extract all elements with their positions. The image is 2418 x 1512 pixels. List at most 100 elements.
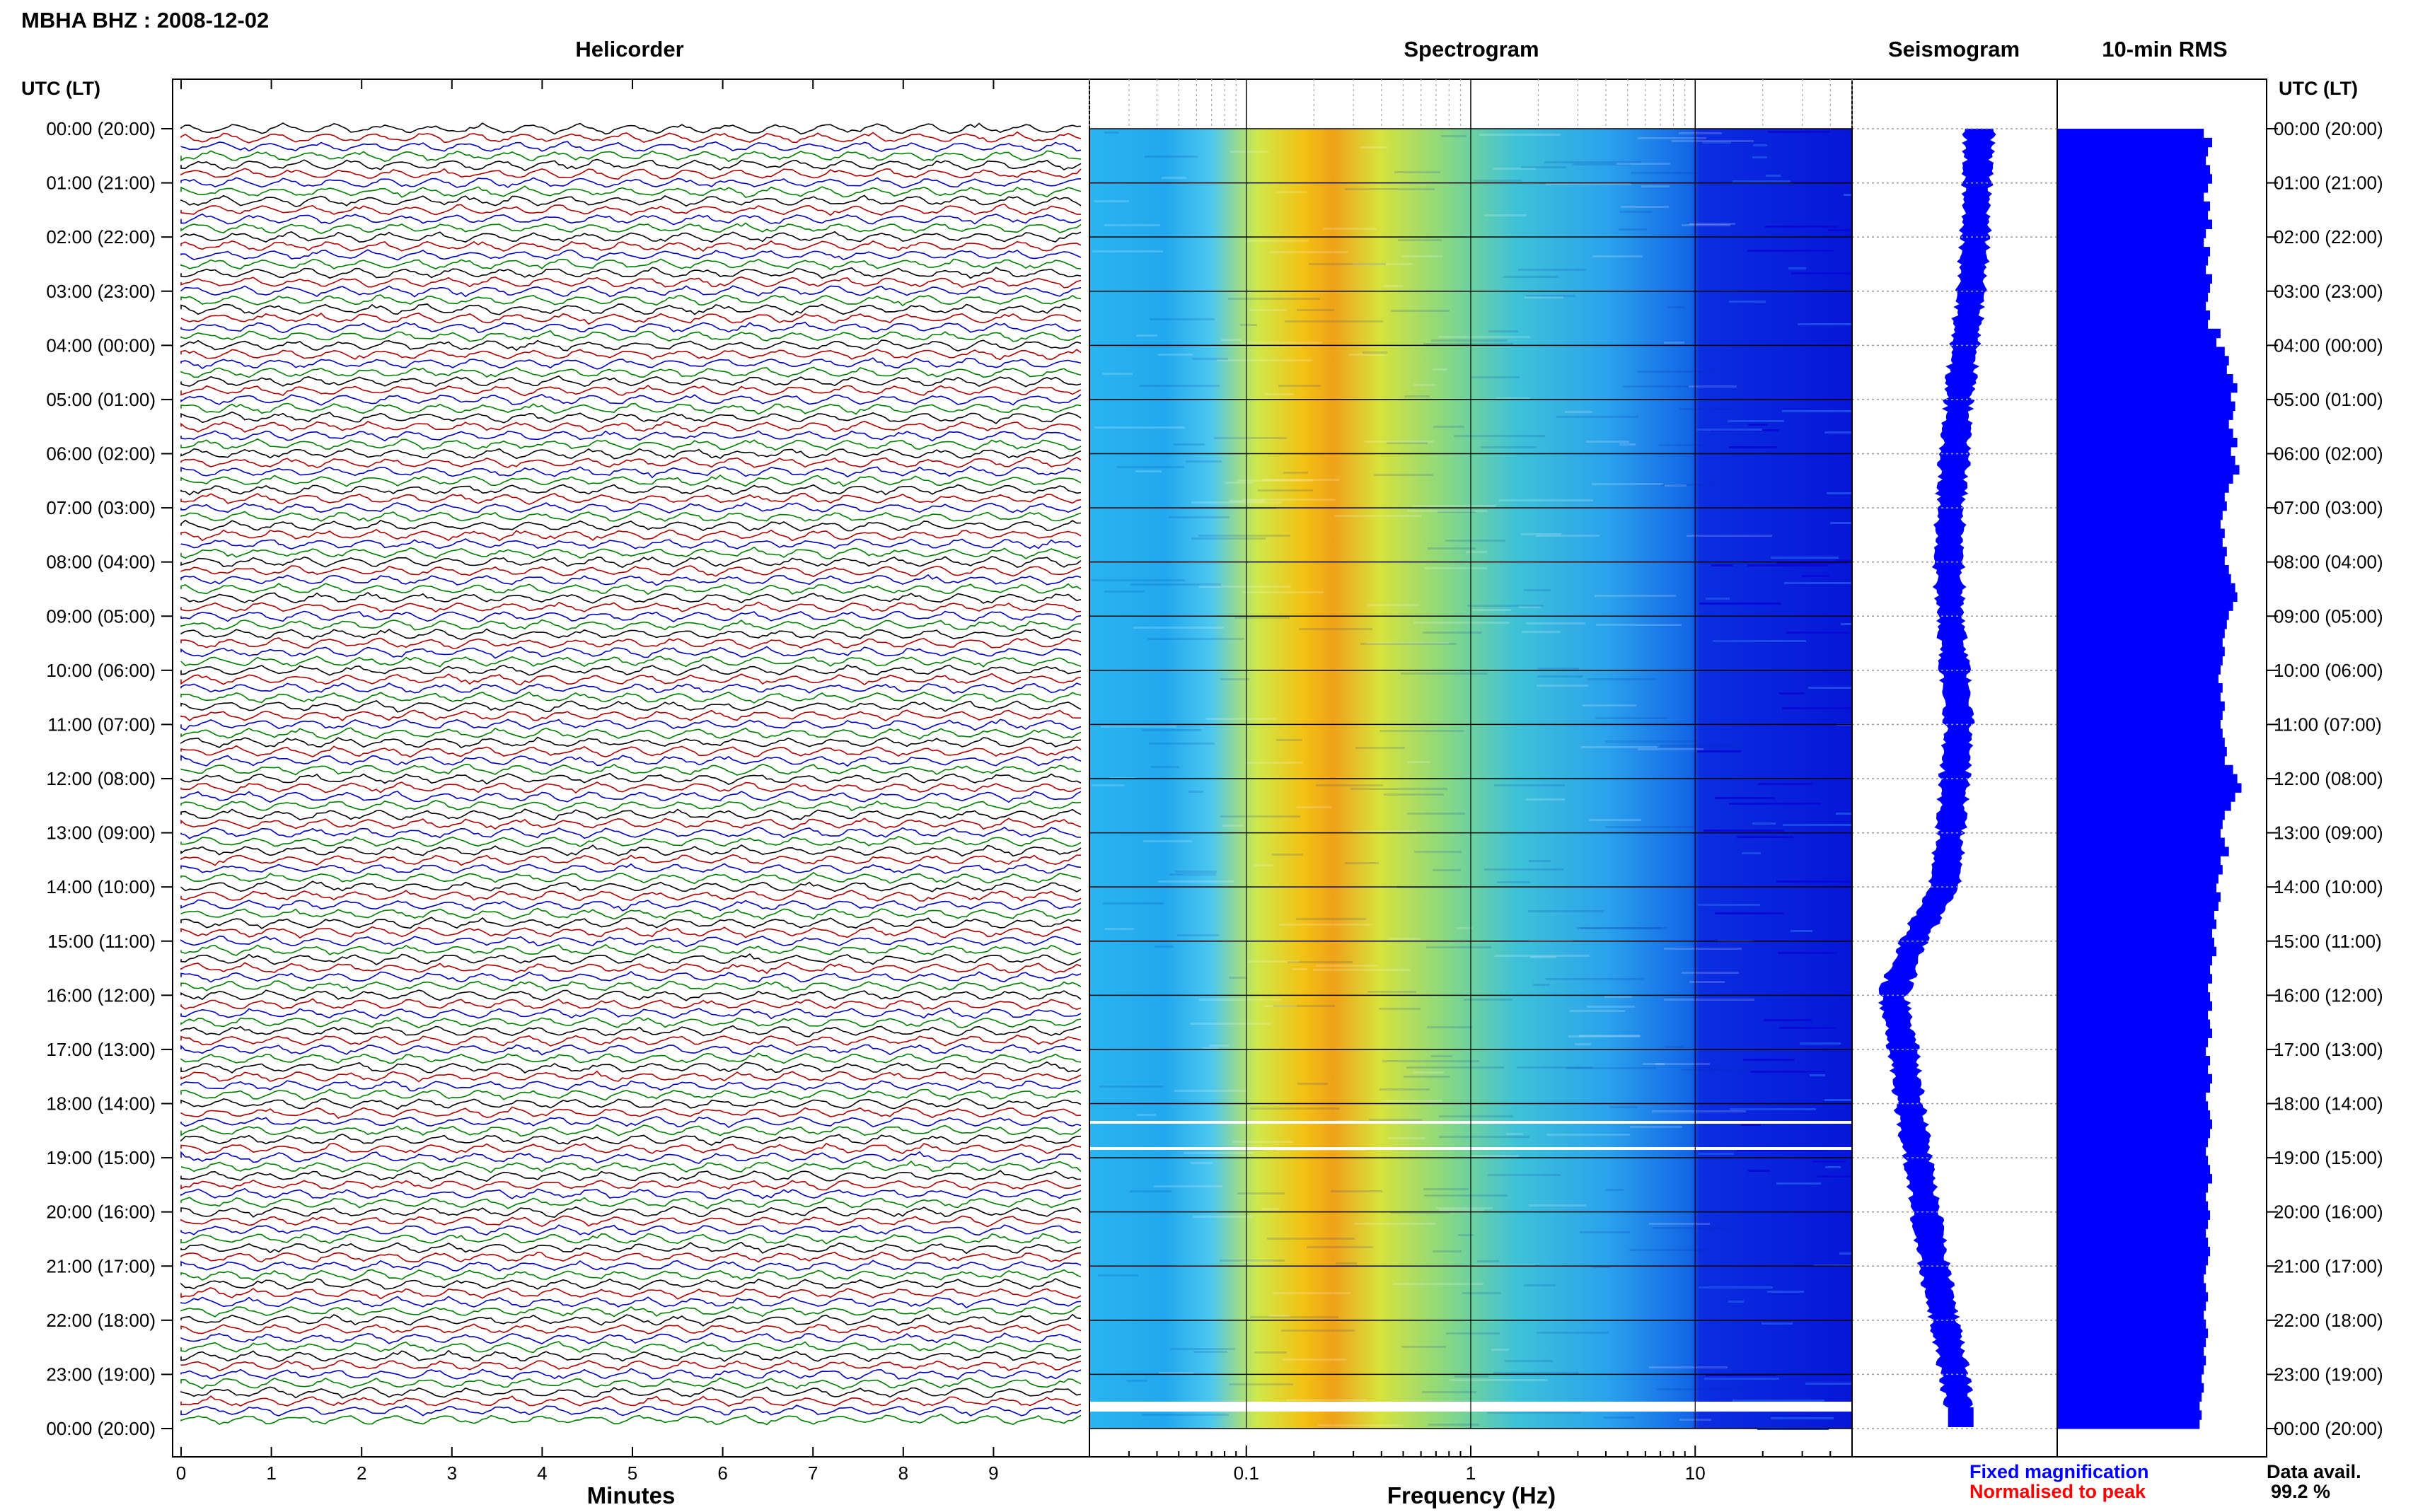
rms-bar — [2057, 1246, 2211, 1257]
spectrogram-streak — [1730, 1108, 1816, 1110]
spectrogram-streak — [1546, 978, 1644, 980]
spectrogram-streak — [1544, 161, 1641, 163]
spectrogram-streak — [1155, 946, 1174, 948]
rms-bar — [2057, 674, 2219, 684]
spectrogram-streak — [1220, 678, 1249, 680]
rms-bar — [2057, 165, 2211, 175]
spectrogram-streak — [1589, 819, 1641, 821]
helicorder-trace — [180, 826, 1082, 839]
rms-bar — [2057, 1238, 2209, 1248]
spectrogram-streak — [1365, 441, 1434, 443]
rms-bar — [2057, 328, 2221, 339]
spectrogram-streak — [1142, 1414, 1229, 1416]
rms-bar — [2057, 610, 2229, 620]
minutes-axis: 0 1 2 3 4 5 6 7 8 9 — [176, 79, 999, 1484]
helicorder-trace — [180, 998, 1082, 1011]
spectrogram-streak — [1199, 999, 1282, 1001]
minute-tick-label: 9 — [988, 1462, 998, 1484]
spectrogram-streak — [1768, 131, 1829, 133]
rms-bar — [2057, 728, 2223, 738]
spectrogram-streak — [1575, 1043, 1591, 1045]
helicorder-trace — [180, 185, 1082, 198]
rms-bar — [2057, 719, 2221, 729]
rms-bar — [2057, 692, 2221, 702]
spectrogram-streak — [1316, 965, 1377, 967]
minute-tick-label: 7 — [808, 1462, 818, 1484]
helicorder-trace — [180, 474, 1082, 487]
spectrogram-streak — [1423, 632, 1481, 634]
rms-bar — [2057, 847, 2229, 856]
spectrogram-streak — [1487, 1412, 1581, 1414]
helicorder-trace — [180, 294, 1082, 307]
rms-bar — [2057, 365, 2227, 375]
helicorder-trace — [180, 1313, 1082, 1327]
spectrogram-streak — [1438, 336, 1530, 338]
spectrogram-streak — [1105, 928, 1134, 930]
spectrogram-streak — [1188, 791, 1203, 793]
data-availability-value: 99.2 % — [2271, 1481, 2330, 1502]
rms-bar — [2057, 392, 2231, 402]
spectrogram-streak — [1462, 1292, 1501, 1294]
rms-bar — [2057, 1028, 2212, 1038]
helicorder-trace — [180, 1377, 1082, 1390]
spectrogram-streak — [1297, 1083, 1328, 1085]
spectrogram-streak — [1824, 1099, 1852, 1101]
spectrogram-streak — [1791, 272, 1852, 274]
spectrogram-streak — [1323, 228, 1377, 230]
spectrogram-streak — [1747, 564, 1828, 566]
helicorder-trace — [180, 800, 1082, 812]
spectrogram-streak — [1784, 582, 1852, 584]
hour-label-right: 15:00 (11:00) — [2274, 931, 2382, 952]
hour-label-right: 08:00 (04:00) — [2274, 552, 2383, 573]
spectrogram-streak — [1779, 1027, 1836, 1029]
helicorder-trace — [180, 962, 1082, 975]
rms-bar — [2057, 892, 2221, 902]
spectrogram-streak — [1537, 1332, 1609, 1334]
rms-bar — [2057, 992, 2211, 1002]
spectrogram-streak — [1728, 1301, 1744, 1303]
spectrogram-streak — [1136, 335, 1157, 337]
spectrogram-streak — [1193, 1216, 1252, 1218]
helicorder-trace — [180, 953, 1082, 966]
spectrogram-streak — [1237, 479, 1314, 482]
spectrogram-streak — [1661, 484, 1712, 486]
spectrogram-streak — [1519, 606, 1541, 608]
spectrogram-streak — [1537, 675, 1583, 678]
rms-bar — [2057, 137, 2212, 148]
spectrogram-streak — [1363, 351, 1387, 354]
spectrogram-streak — [1638, 748, 1703, 750]
helicorder-trace — [180, 313, 1082, 325]
helicorder-trace — [180, 384, 1082, 397]
helicorder-trace — [180, 194, 1082, 208]
minute-tick-label: 0 — [176, 1462, 186, 1484]
helicorder-trace — [180, 330, 1082, 342]
rms-bar — [2057, 929, 2212, 938]
hour-label-left: 13:00 (09:00) — [46, 822, 156, 844]
helicorder-trace — [180, 709, 1081, 721]
hour-label-right: 09:00 (05:00) — [2274, 605, 2383, 627]
spectrogram-streak — [1621, 206, 1669, 208]
spectrogram-streak — [1422, 1391, 1476, 1393]
helicorder-trace — [180, 1269, 1082, 1281]
helicorder-trace — [180, 1386, 1082, 1399]
rms-bar — [2057, 774, 2238, 784]
spectrogram-streak — [1596, 624, 1682, 626]
rms-bar — [2057, 747, 2227, 757]
spectrogram-streak — [1493, 168, 1536, 170]
rms-bar — [2057, 1292, 2209, 1302]
rms-bar — [2057, 1119, 2212, 1129]
spectrogram-streak — [1169, 516, 1230, 518]
hour-label-left: 02:00 (22:00) — [46, 226, 156, 248]
spectrogram-streak — [1503, 276, 1558, 278]
panel-title-rms: 10-min RMS — [2102, 37, 2227, 62]
spectrogram-streak — [1488, 1174, 1561, 1176]
spectrogram-streak — [1150, 318, 1215, 320]
spectrogram-streak — [1694, 429, 1762, 431]
spectrogram-streak — [1230, 500, 1265, 502]
helicorder-trace — [180, 890, 1082, 902]
hour-label-right: 23:00 (19:00) — [2274, 1363, 2383, 1385]
helicorder-trace — [180, 646, 1082, 659]
legend-normalised: Normalised to peak — [1969, 1481, 2146, 1502]
spectrogram-streak — [1104, 591, 1145, 593]
spectrogram-streak — [1788, 267, 1806, 269]
